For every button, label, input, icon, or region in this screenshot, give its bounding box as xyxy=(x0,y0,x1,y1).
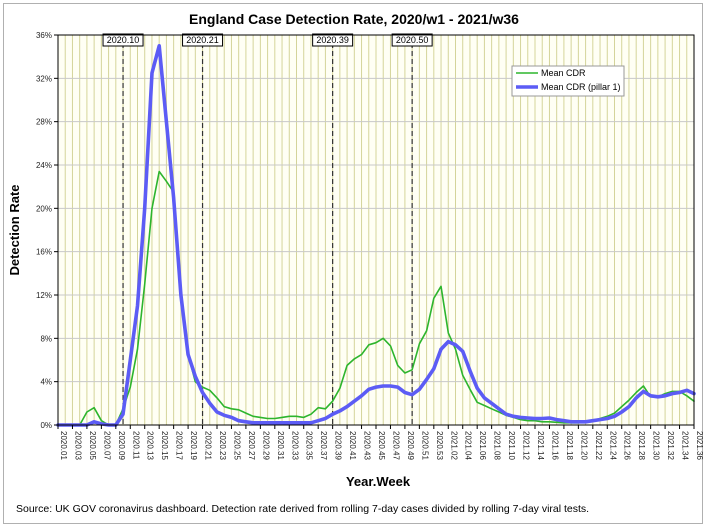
x-tick-label: 2021.08 xyxy=(493,431,502,460)
x-tick-label: 2020.49 xyxy=(406,431,415,460)
x-axis-title: Year.Week xyxy=(346,474,411,489)
x-tick-label: 2020.35 xyxy=(305,431,314,460)
y-tick-label: 16% xyxy=(36,248,52,257)
x-tick-label: 2020.15 xyxy=(160,431,169,460)
x-tick-label: 2021.20 xyxy=(579,431,588,460)
x-tick-label: 2020.19 xyxy=(189,431,198,460)
x-tick-label: 2020.27 xyxy=(247,431,256,460)
marker-tag-box xyxy=(312,33,354,47)
x-tick-label: 2020.51 xyxy=(420,431,429,460)
x-tick-label: 2020.47 xyxy=(391,431,400,460)
x-tick-label: 2021.14 xyxy=(536,431,545,460)
y-tick-label: 20% xyxy=(36,204,52,213)
marker-tag-label: 2020.21 xyxy=(186,35,219,45)
y-tick-label: 32% xyxy=(36,74,52,83)
y-tick-label: 24% xyxy=(36,161,52,170)
marker-tag-box xyxy=(102,33,144,47)
y-tick-label: 28% xyxy=(36,118,52,127)
x-tick-label: 2020.25 xyxy=(232,431,241,460)
y-tick-label: 0% xyxy=(40,421,52,430)
y-tick-label: 36% xyxy=(36,31,52,40)
x-tick-label: 2020.23 xyxy=(218,431,227,460)
y-axis-ticks: 0% 4% 8% 12% 16% 20% 24% 28% 32% 36% xyxy=(36,31,58,430)
x-tick-label: 2020.17 xyxy=(175,431,184,460)
x-tick-label: 2021.22 xyxy=(594,431,603,460)
chart-title: England Case Detection Rate, 2020/w1 - 2… xyxy=(189,11,519,27)
x-tick-label: 2021.06 xyxy=(478,431,487,460)
y-tick-label: 12% xyxy=(36,291,52,300)
x-tick-label: 2020.39 xyxy=(334,431,343,460)
x-tick-label: 2020.09 xyxy=(117,431,126,460)
legend: Mean CDR Mean CDR (pillar 1) xyxy=(511,65,625,97)
marker-tag-label: 2020.39 xyxy=(316,35,349,45)
chart-frame xyxy=(3,3,703,524)
x-tick-label: 2021.02 xyxy=(449,431,458,460)
x-tick-label: 2021.24 xyxy=(608,431,617,460)
x-tick-label: 2020.13 xyxy=(146,431,155,460)
x-tick-label: 2020.31 xyxy=(276,431,285,460)
y-axis-title: Detection Rate xyxy=(7,184,22,275)
x-tick-label: 2021.30 xyxy=(652,431,661,460)
x-tick-label: 2020.29 xyxy=(261,431,270,460)
x-tick-label: 2020.33 xyxy=(290,431,299,460)
x-tick-label: 2021.28 xyxy=(637,431,646,460)
x-tick-label: 2021.10 xyxy=(507,431,516,460)
x-tick-label: 2020.05 xyxy=(88,431,97,460)
legend-label-mean-cdr: Mean CDR xyxy=(541,68,586,78)
legend-box xyxy=(511,65,625,97)
x-tick-label: 2020.11 xyxy=(131,431,140,460)
x-tick-label: 2020.01 xyxy=(59,431,68,460)
x-tick-label: 2020.43 xyxy=(363,431,372,460)
x-tick-label: 2021.36 xyxy=(695,431,704,460)
x-tick-label: 2020.41 xyxy=(348,431,357,460)
x-tick-label: 2021.16 xyxy=(550,431,559,460)
x-tick-label: 2021.26 xyxy=(623,431,632,460)
x-tick-label: 2021.12 xyxy=(522,431,531,460)
x-tick-label: 2020.03 xyxy=(73,431,82,460)
x-tick-label: 2021.18 xyxy=(565,431,574,460)
x-tick-label: 2021.04 xyxy=(464,431,473,460)
x-tick-label: 2020.37 xyxy=(319,431,328,460)
series-lines xyxy=(56,43,696,427)
legend-label-mean-cdr-pillar-1: Mean CDR (pillar 1) xyxy=(541,82,621,92)
x-axis-ticks: 2020.01 2020.03 2020.05 2020.07 2020.09 2020.… xyxy=(57,425,704,460)
y-tick-label: 8% xyxy=(40,334,52,343)
marker-tag-label: 2020.50 xyxy=(396,35,429,45)
x-tick-label: 2020.07 xyxy=(102,431,111,460)
marker-tag-box xyxy=(182,33,224,47)
x-tick-label: 2020.53 xyxy=(435,431,444,460)
x-tick-label: 2021.34 xyxy=(681,431,690,460)
marker-tag-label: 2020.10 xyxy=(107,35,140,45)
marker-tag-box xyxy=(391,33,433,47)
source-note: Source: UK GOV coronavirus dashboard. De… xyxy=(16,503,589,515)
series-line-mean-cdr-pillar-1 xyxy=(56,43,696,427)
y-tick-label: 4% xyxy=(40,378,52,387)
vertical-markers: 2020.10 2020.21 2020.39 2020.50 xyxy=(102,33,433,425)
x-tick-label: 2021.32 xyxy=(666,431,675,460)
x-tick-label: 2020.45 xyxy=(377,431,386,460)
x-tick-label: 2020.21 xyxy=(204,431,213,460)
